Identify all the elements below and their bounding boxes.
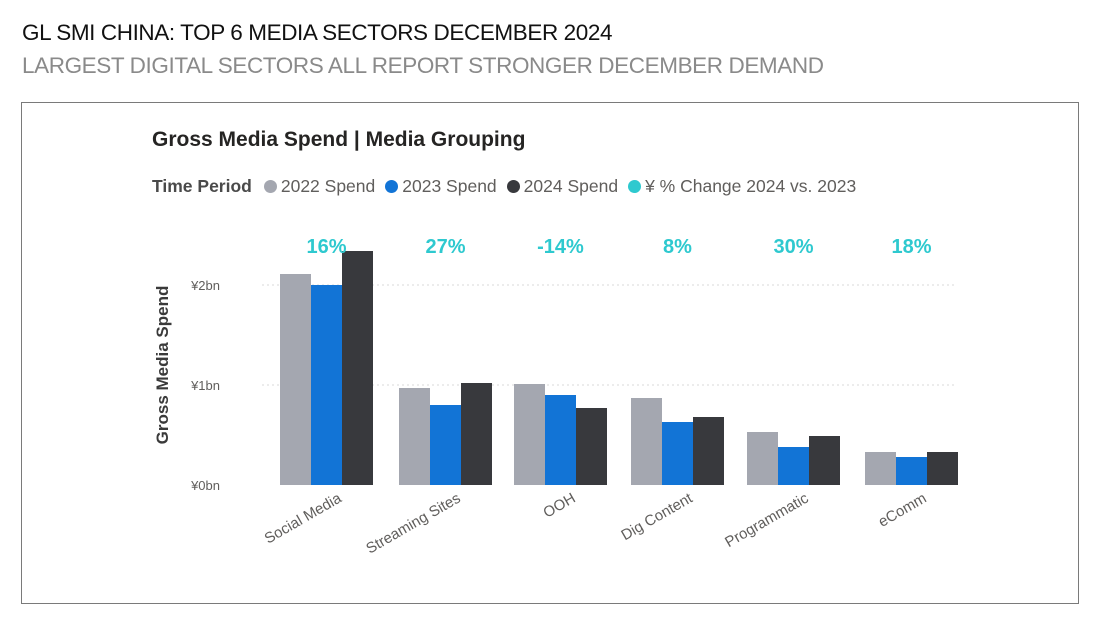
pct-change-label: 27% <box>425 236 465 258</box>
legend-label-pct-change: ¥ % Change 2024 vs. 2023 <box>645 176 857 196</box>
legend-label-2022: 2022 Spend <box>280 176 376 196</box>
legend-item-pct-change[interactable]: ¥ % Change 2024 vs. 2023 <box>628 176 856 197</box>
pct-change-label: 16% <box>306 236 346 258</box>
x-tick-label: eComm <box>876 490 930 531</box>
chart-panel: Gross Media Spend | Media Grouping Time … <box>21 102 1079 604</box>
legend-item-2023[interactable]: 2023 Spend <box>385 176 497 197</box>
legend-dot-pct-change <box>628 180 642 193</box>
chart-title: Gross Media Spend | Media Grouping <box>152 128 526 151</box>
legend-item-2022[interactable]: 2022 Spend <box>263 176 376 197</box>
pct-change-label: 18% <box>891 236 931 258</box>
chart-legend: Time Period 2022 Spend 2023 Spend 2024 S… <box>152 176 866 197</box>
bar <box>631 398 662 485</box>
bar <box>311 285 342 485</box>
x-tick-label: Dig Content <box>618 489 696 544</box>
x-tick-label: Programmatic <box>722 489 812 551</box>
bar <box>662 422 693 485</box>
bar <box>896 457 927 485</box>
x-tick-label: OOH <box>540 490 578 522</box>
bar <box>514 384 545 485</box>
bar <box>747 432 778 485</box>
pct-change-label: 30% <box>773 236 813 258</box>
legend-label-2023: 2023 Spend <box>402 176 497 196</box>
legend-dot-2024 <box>506 180 520 193</box>
y-tick-label: ¥2bn <box>190 278 220 293</box>
bar <box>399 388 430 485</box>
x-tick-label: Social Media <box>262 489 345 547</box>
y-tick-label: ¥0bn <box>190 478 220 493</box>
pct-change-label: 8% <box>663 236 692 258</box>
bar <box>342 251 373 485</box>
bar <box>693 417 724 485</box>
bar <box>778 447 809 485</box>
bar <box>809 436 840 485</box>
bar <box>280 274 311 485</box>
bar <box>865 452 896 485</box>
legend-dot-2022 <box>263 180 277 193</box>
x-tick-label: Streaming Sites <box>363 490 463 558</box>
bar <box>545 395 576 485</box>
y-tick-label: ¥1bn <box>190 378 220 393</box>
page-subheadline: LARGEST DIGITAL SECTORS ALL REPORT STRON… <box>22 53 824 78</box>
page-headline: GL SMI CHINA: TOP 6 MEDIA SECTORS DECEMB… <box>22 20 613 45</box>
legend-title: Time Period <box>152 176 252 196</box>
legend-item-2024[interactable]: 2024 Spend <box>506 176 619 197</box>
legend-label-2024: 2024 Spend <box>523 176 619 196</box>
bar <box>430 405 461 485</box>
y-axis-title: Gross Media Spend <box>153 286 172 445</box>
bar <box>461 383 492 485</box>
bar-chart: ¥0bn ¥1bn ¥2bn Gross Media Spend 16% 27% -14% 8… <box>153 236 958 558</box>
pct-change-label: -14% <box>537 236 584 258</box>
bar <box>927 452 958 485</box>
legend-dot-2023 <box>385 180 399 193</box>
bar <box>576 408 607 485</box>
